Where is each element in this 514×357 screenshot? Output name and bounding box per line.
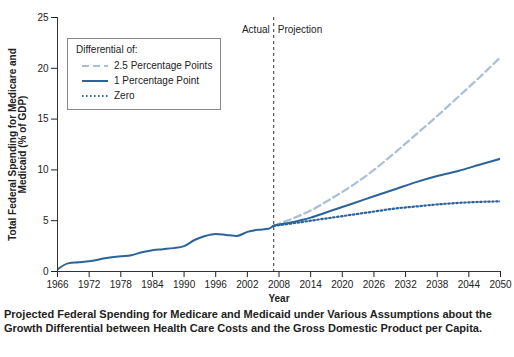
svg-text:25: 25 bbox=[37, 12, 49, 23]
svg-text:Total Federal Spending for Med: Total Federal Spending for Medicare andM… bbox=[7, 48, 28, 241]
svg-text:20: 20 bbox=[37, 63, 49, 74]
html-text:1 Percentage Point: 1 Percentage Point bbox=[114, 75, 200, 86]
svg-text:Year: Year bbox=[268, 293, 289, 304]
svg-text:10: 10 bbox=[37, 164, 49, 175]
html-text:Zero: Zero bbox=[114, 90, 135, 101]
svg-text:2050: 2050 bbox=[489, 279, 512, 290]
svg-text:1990: 1990 bbox=[173, 279, 196, 290]
svg-text:2026: 2026 bbox=[363, 279, 386, 290]
html-text:2.5 Percentage Points: 2.5 Percentage Points bbox=[114, 60, 213, 71]
svg-text:2008: 2008 bbox=[268, 279, 291, 290]
html-text:Projected Federal Spending for: Projected Federal Spending for Medicare … bbox=[4, 308, 492, 334]
svg-text:1972: 1972 bbox=[78, 279, 101, 290]
svg-text:0: 0 bbox=[43, 266, 49, 277]
svg-text:1978: 1978 bbox=[110, 279, 133, 290]
svg-text:15: 15 bbox=[37, 113, 49, 124]
svg-text:2044: 2044 bbox=[458, 279, 481, 290]
html-text:Differential of:: Differential of: bbox=[76, 44, 138, 55]
svg-text:2014: 2014 bbox=[300, 279, 323, 290]
svg-text:2038: 2038 bbox=[426, 279, 449, 290]
svg-text:Projection: Projection bbox=[278, 24, 322, 35]
svg-text:1996: 1996 bbox=[205, 279, 228, 290]
svg-text:2032: 2032 bbox=[394, 279, 417, 290]
svg-text:1966: 1966 bbox=[46, 279, 69, 290]
svg-text:Actual: Actual bbox=[242, 24, 270, 35]
svg-text:2002: 2002 bbox=[236, 279, 259, 290]
svg-text:5: 5 bbox=[43, 215, 49, 226]
svg-text:1984: 1984 bbox=[141, 279, 164, 290]
svg-text:2020: 2020 bbox=[331, 279, 354, 290]
